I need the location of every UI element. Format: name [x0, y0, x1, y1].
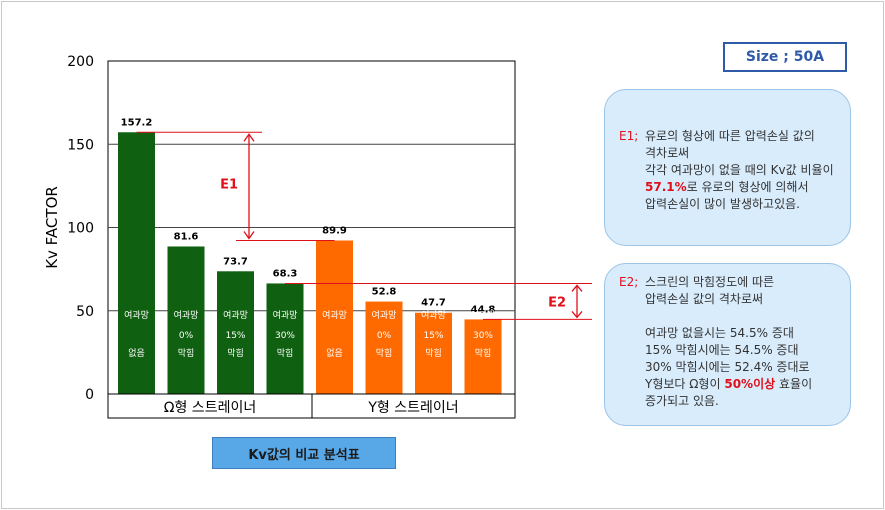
bar-inner-label-7-3: 막힘	[425, 348, 442, 359]
y-tick-label: 0	[85, 387, 94, 403]
bar-inner-label-4-2: 30%	[275, 331, 295, 341]
bar-inner-label-5-2: 없음	[326, 348, 343, 359]
bar-inner-label-6-1: 여과망	[372, 309, 397, 321]
bar-6	[365, 301, 403, 394]
bar-inner-label-8-3: 막힘	[475, 348, 492, 359]
bar-inner-label-4-1: 여과망	[273, 309, 298, 321]
bar-value-label-4: 68.3	[273, 268, 298, 279]
note-e2-line6-start: Y형보다 Ω형이	[645, 377, 721, 391]
note-e1-line2: 격차로써	[645, 146, 690, 160]
bar-value-label-3: 73.7	[223, 256, 248, 267]
size-label: Size ; 50A	[745, 49, 825, 65]
bar-inner-label-7-2: 15%	[423, 331, 443, 341]
bar-4	[266, 283, 304, 394]
note-e1: E1; 유로의 형상에 따른 압력손실 값의 격차로써 각각 여과망이 없을 때…	[604, 89, 851, 246]
bar-5	[316, 240, 353, 394]
bar-inner-label-6-2: 0%	[377, 331, 392, 341]
note-e2-line4: 15% 막힘시에는 54.5% 증대	[645, 343, 799, 357]
bar-inner-label-3-2: 15%	[225, 331, 245, 341]
y-tick-label: 200	[67, 54, 94, 70]
size-label-box: Size ; 50A	[723, 42, 847, 72]
bar-inner-label-8-1: 여과망	[471, 309, 496, 321]
note-e2-line2: 압력손실 값의 격차로써	[645, 292, 764, 306]
bar-2	[167, 246, 205, 394]
note-e2: E2; 스크린의 막힘정도에 따른 압력손실 값의 격차로써 여과망 없을시는 …	[604, 263, 851, 426]
note-e1-line1: 유로의 형상에 따른 압력손실 값의	[645, 129, 815, 143]
group-label-omega: Ω형 스트레이너	[164, 400, 256, 416]
e2-arrowhead-top	[571, 284, 583, 292]
bar-value-label-6: 52.8	[372, 287, 397, 298]
bar-inner-label-1-2: 없음	[128, 348, 145, 359]
bar-inner-label-1-1: 여과망	[124, 309, 149, 321]
bar-value-label-1: 157.2	[121, 117, 153, 128]
bar-inner-label-2-2: 0%	[179, 331, 194, 341]
e1-label: E1	[220, 177, 238, 192]
y-tick-label: 50	[76, 304, 94, 320]
e1-arrowhead-bottom	[243, 231, 255, 240]
note-e1-line4-rest: 로 유로의 형상에 의해서	[686, 180, 809, 194]
note-e1-tag: E1;	[619, 129, 639, 143]
note-e2-line3: 여과망 없을시는 54.5% 증대	[645, 326, 794, 340]
bar-inner-label-8-2: 30%	[473, 331, 493, 341]
note-e2-highlight: 50%이상	[724, 377, 776, 391]
bar-value-label-8: 44.8	[471, 304, 496, 315]
e2-arrowhead-bottom	[571, 310, 583, 319]
e2-label: E2	[548, 295, 566, 310]
bar-inner-label-4-3: 막힘	[277, 348, 294, 359]
note-e2-line5: 30% 막힘시에는 52.4% 증대로	[645, 360, 810, 374]
note-e1-highlight: 57.1%	[645, 180, 687, 194]
bar-inner-label-7-1: 여과망	[421, 309, 446, 321]
group-label-y: Y형 스트레이너	[367, 400, 458, 416]
e1-arrowhead-top	[243, 133, 255, 142]
note-e2-line6: Y형보다 Ω형이 50%이상 효율이	[645, 376, 840, 393]
note-e2-line1: 스크린의 막힘정도에 따른	[645, 275, 775, 289]
chart-caption: Kv값의 비교 분석표	[212, 437, 396, 469]
bar-inner-label-5-1: 여과망	[322, 309, 347, 321]
note-e1-line5: 압력손실이 많이 발생하고있음.	[645, 197, 800, 211]
bar-value-label-5: 89.9	[322, 225, 347, 236]
bar-7	[415, 312, 452, 394]
bar-inner-label-6-3: 막힘	[376, 348, 393, 359]
note-e2-tag: E2;	[619, 275, 639, 289]
bar-8	[464, 319, 502, 394]
bar-value-label-7: 47.7	[421, 298, 446, 309]
bar-1	[118, 132, 155, 394]
bar-inner-label-2-1: 여과망	[174, 309, 199, 321]
bar-inner-label-3-1: 여과망	[223, 309, 248, 321]
note-e1-line4: 57.1%로 유로의 형상에 의해서	[645, 179, 840, 196]
note-e2-line7: 증가되고 있음.	[645, 394, 719, 408]
y-axis-label: Kv FACTOR	[43, 186, 61, 269]
note-e2-line6-rest: 효율이	[778, 377, 813, 391]
note-e1-line3: 각각 여과망이 없을 때의 Kv값 비율이	[645, 163, 834, 177]
y-tick-label: 100	[67, 221, 94, 237]
y-tick-label: 150	[67, 137, 94, 153]
bar-inner-label-3-3: 막힘	[227, 348, 244, 359]
bar-inner-label-2-3: 막힘	[178, 348, 195, 359]
caption-text: Kv값의 비교 분석표	[248, 447, 360, 463]
bar-value-label-2: 81.6	[174, 231, 199, 242]
bar-3	[217, 271, 254, 394]
